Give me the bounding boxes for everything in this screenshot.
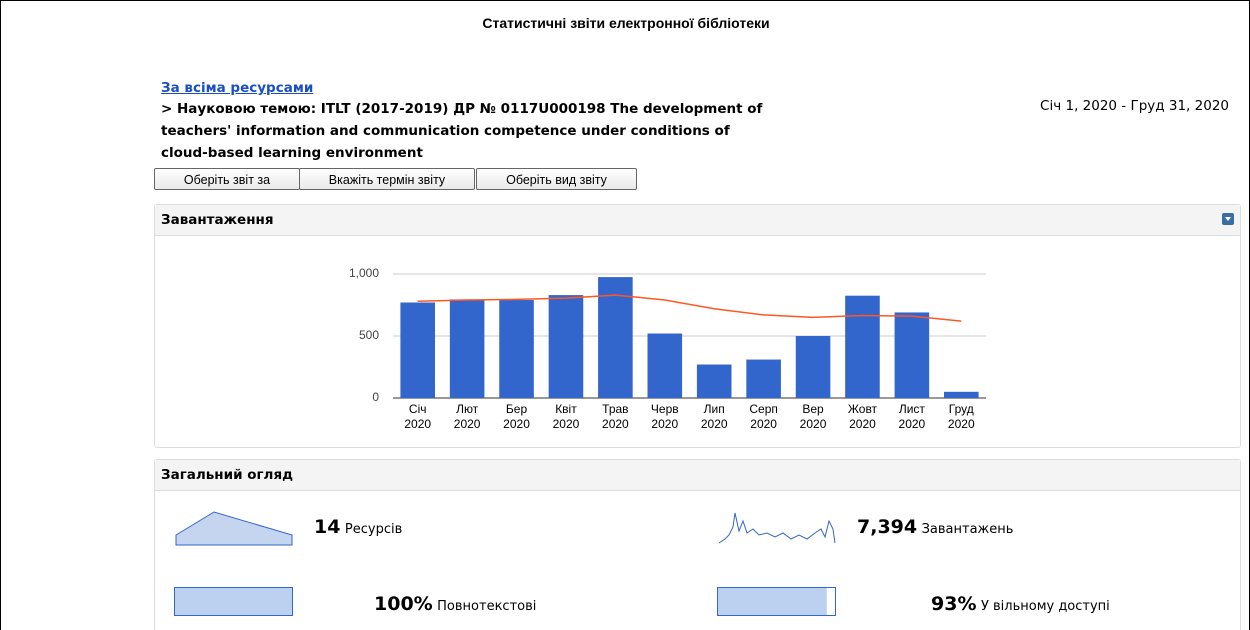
chart: 0 500 1,000 [349, 266, 986, 404]
x-tick-label: Лист 2020 [898, 402, 926, 431]
y-tick-label: 0 [372, 390, 379, 404]
label: Завантажень [921, 522, 1014, 537]
y-tick-label: 500 [359, 328, 379, 342]
bar [894, 312, 930, 398]
label: Ресурсів [344, 522, 403, 537]
overview-panel: Загальний огляд [154, 459, 1241, 630]
bar [449, 299, 485, 398]
x-tick-label: Лип 2020 [700, 402, 728, 431]
label: У вільному доступі [980, 599, 1110, 614]
overview-item: 7,394 Завантажень [857, 516, 1013, 538]
bar [598, 277, 633, 398]
downloads-sparkline [718, 512, 836, 544]
bar [400, 302, 436, 398]
bar [647, 333, 683, 398]
x-tick-label: Лют 2020 [453, 402, 481, 431]
bar-fill [718, 588, 827, 615]
button[interactable]: Оберіть вид звіту [476, 168, 637, 190]
value: 100% [374, 593, 433, 615]
bar [845, 295, 880, 398]
page-title: Статистичні звіти електронної бібліотеки [482, 15, 770, 31]
x-tick-label: Січ 2020 [404, 402, 432, 431]
x-tick-label: Квіт 2020 [552, 402, 580, 431]
x-tick-label: Трав 2020 [602, 402, 629, 431]
bar [696, 364, 732, 398]
downloads-panel: Завантаження [154, 204, 1241, 448]
bar [746, 359, 781, 398]
date-range: Січ 1, 2020 - Груд 31, 2020 [1040, 98, 1229, 114]
x-tick-label: Бер 2020 [503, 402, 530, 431]
y-tick-label: 1,000 [349, 266, 379, 280]
bar [943, 391, 979, 398]
panel-header: Завантаження [155, 205, 1240, 236]
label: Повнотекстові [437, 599, 537, 614]
open-access-bar [717, 587, 836, 616]
bar [499, 300, 534, 398]
overview-item: 100% Повнотекстові [374, 593, 536, 615]
x-tick-label: Черв 2020 [650, 402, 679, 431]
button[interactable]: Вкажіть термін звіту [299, 168, 475, 190]
x-tick-label: Серп 2020 [749, 402, 778, 431]
resources-sparkline [175, 511, 293, 546]
collapse-icon[interactable] [1222, 213, 1234, 225]
overview-item: 14 Ресурсів [314, 516, 402, 538]
bar [548, 295, 584, 398]
bar [795, 336, 831, 398]
all-resources-link[interactable]: За всіма ресурсами [161, 80, 314, 96]
x-tick-label: Груд 2020 [947, 402, 975, 431]
button[interactable]: Оберіть звіт за [154, 168, 300, 190]
bar-fill [175, 588, 292, 615]
value: 93% [931, 593, 977, 615]
trend-line [417, 294, 962, 322]
panel-header: Загальний огляд [155, 460, 1240, 491]
x-tick-label: Жовт 2020 [847, 402, 878, 431]
breadcrumb: > Науковою темою: ITLT (2017-2019) ДР № … [161, 101, 763, 161]
overview-item: 93% У вільному доступі [931, 593, 1110, 615]
value: 7,394 [857, 516, 918, 538]
x-tick-label: Вер 2020 [799, 402, 827, 431]
value: 14 [314, 516, 341, 538]
fulltext-bar [174, 587, 293, 616]
